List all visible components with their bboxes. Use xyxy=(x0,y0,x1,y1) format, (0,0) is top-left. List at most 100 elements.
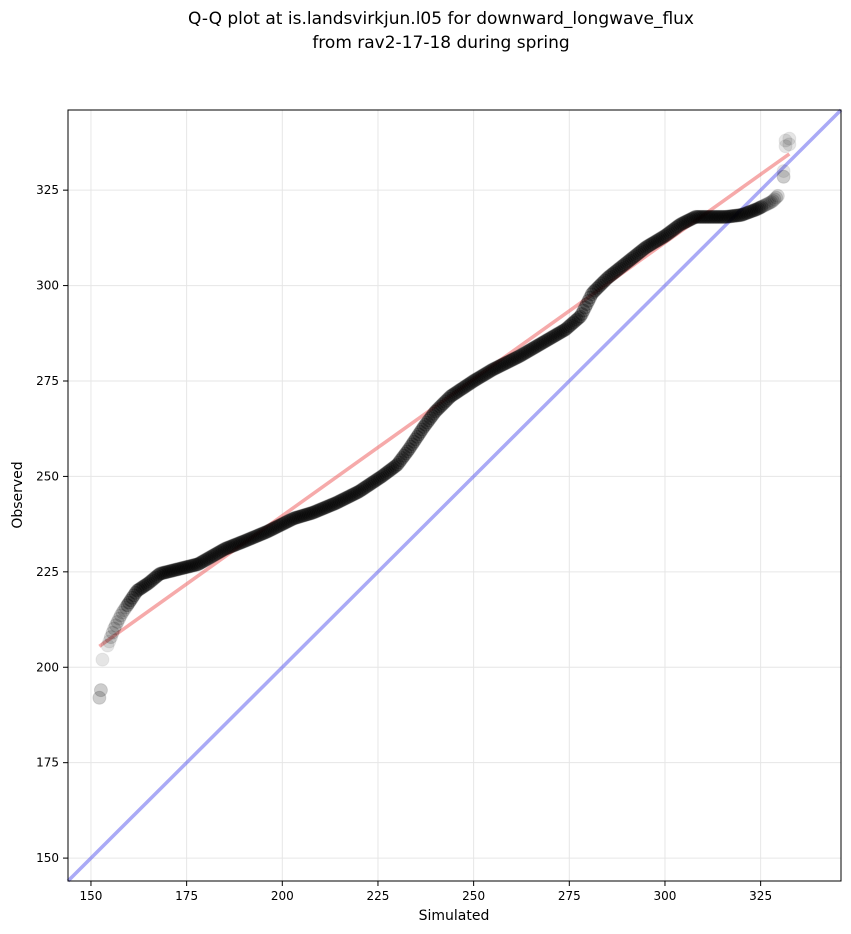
quantile-point xyxy=(500,355,515,370)
quantile-point xyxy=(696,209,711,224)
quantile-point xyxy=(158,565,173,580)
quantile-point xyxy=(472,370,487,385)
quantile-point xyxy=(387,460,402,475)
quantile-point xyxy=(599,271,614,286)
quantile-point xyxy=(204,549,219,564)
quantile-point xyxy=(742,204,757,219)
quantile-point xyxy=(222,540,237,555)
x-tick-label: 300 xyxy=(654,889,677,903)
quantile-point xyxy=(487,361,502,376)
quantile-point xyxy=(703,209,718,224)
quantile-point xyxy=(247,530,262,545)
quantile-point xyxy=(202,550,217,565)
quantile-point xyxy=(760,196,775,211)
one-to-one-line xyxy=(66,108,843,883)
quantile-point xyxy=(645,236,660,251)
quantile-point xyxy=(672,218,687,233)
gridlines xyxy=(68,110,841,881)
quantile-point xyxy=(520,344,535,359)
quantile-points xyxy=(92,131,797,705)
quantile-point xyxy=(145,573,160,588)
quantile-point xyxy=(625,250,640,265)
quantile-point xyxy=(148,570,163,585)
quantile-point xyxy=(764,195,779,210)
quantile-point xyxy=(568,313,583,328)
y-tick-label: 275 xyxy=(36,374,59,388)
quantile-point xyxy=(604,267,619,282)
quantile-point xyxy=(444,388,459,403)
quantile-point xyxy=(594,276,609,291)
quantile-point xyxy=(345,487,360,502)
quantile-point xyxy=(624,252,639,267)
quantile-point xyxy=(349,485,364,500)
quantile-point xyxy=(359,479,374,494)
quantile-point xyxy=(130,583,145,598)
quantile-point xyxy=(197,553,212,568)
quantile-point xyxy=(782,137,797,152)
quantile-point xyxy=(525,341,540,356)
quantile-point xyxy=(291,509,306,524)
quantile-point xyxy=(329,495,344,510)
quantile-point xyxy=(334,493,349,508)
quantile-point xyxy=(95,652,110,667)
quantile-point xyxy=(446,387,461,402)
quantile-point xyxy=(126,588,141,603)
quantile-point xyxy=(192,556,207,571)
quantile-point xyxy=(680,214,695,229)
quantile-point xyxy=(372,471,387,486)
quantile-point xyxy=(332,494,347,509)
quantile-point xyxy=(367,474,382,489)
quantile-point xyxy=(528,339,543,354)
quantile-point xyxy=(327,496,342,511)
quantile-point xyxy=(497,356,512,371)
quantile-point xyxy=(206,548,221,563)
quantile-point xyxy=(474,369,489,384)
quantile-point xyxy=(592,278,607,293)
quantile-point xyxy=(620,254,635,269)
quantile-point xyxy=(546,329,561,344)
quantile-point xyxy=(652,232,667,247)
quantile-point xyxy=(533,336,548,351)
quantile-point xyxy=(718,209,733,224)
quantile-point xyxy=(724,209,739,224)
quantile-point xyxy=(584,287,599,302)
quantile-point xyxy=(736,207,751,222)
quantile-point xyxy=(406,434,421,449)
quantile-point xyxy=(421,413,436,428)
quantile-point xyxy=(135,580,150,595)
quantile-point xyxy=(403,439,418,454)
quantile-point xyxy=(159,564,174,579)
quantile-point xyxy=(415,422,430,437)
quantile-point xyxy=(569,312,584,327)
quantile-point xyxy=(439,393,454,408)
quantile-point xyxy=(502,354,517,369)
quantile-point xyxy=(313,502,328,517)
chart-title-line2: from rav2-17-18 during spring xyxy=(312,33,569,53)
quantile-point xyxy=(685,211,700,226)
quantile-point xyxy=(303,506,318,521)
quantile-point xyxy=(657,229,672,244)
quantile-point xyxy=(711,209,726,224)
quantile-point xyxy=(357,480,372,495)
quantile-point xyxy=(762,195,777,210)
x-tick-label: 225 xyxy=(367,889,390,903)
quantile-point xyxy=(662,225,677,240)
quantile-point xyxy=(441,391,456,406)
quantile-point xyxy=(306,505,321,520)
quantile-point xyxy=(778,133,793,148)
quantile-point xyxy=(322,498,337,513)
quantile-point xyxy=(436,396,451,411)
x-axis-label: Simulated xyxy=(419,908,490,924)
quantile-point xyxy=(154,566,169,581)
quantile-point xyxy=(538,334,553,349)
quantile-point xyxy=(194,555,209,570)
quantile-point xyxy=(105,625,120,640)
quantile-point xyxy=(612,261,627,276)
quantile-point xyxy=(178,560,193,575)
quantile-point xyxy=(382,463,397,478)
quantile-point xyxy=(163,564,178,579)
quantile-point xyxy=(660,227,675,242)
quantile-point xyxy=(365,475,380,490)
quantile-point xyxy=(637,241,652,256)
quantile-point xyxy=(257,525,272,540)
